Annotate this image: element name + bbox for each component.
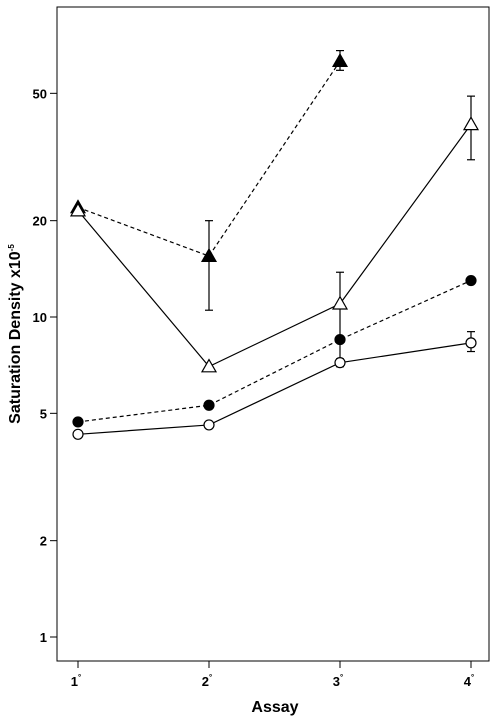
- series-line-filled-triangle: [77, 60, 341, 257]
- x-tick-label-number: 1: [71, 674, 78, 689]
- x-axis: 1° 2° 3° 4°: [71, 661, 474, 689]
- x-tick-label: 2°: [202, 673, 212, 689]
- data-point-open-triangle: [462, 116, 480, 131]
- series-line-open-triangle: [77, 123, 472, 368]
- data-point-open-triangle: [331, 295, 349, 310]
- y-axis-title-text: Saturation Density x10: [7, 251, 24, 424]
- y-tick-label: 5: [40, 406, 47, 421]
- data-point-filled-circle: [334, 333, 346, 346]
- x-tick-label-number: 3: [333, 674, 340, 689]
- data-point-filled-triangle: [331, 53, 349, 68]
- y-tick-label: 1: [40, 630, 47, 645]
- x-tick-label: 1°: [71, 673, 81, 689]
- x-tick-label: 3°: [333, 673, 343, 689]
- data-point-open-circle: [465, 337, 477, 349]
- y-axis-title-exponent: -5: [7, 244, 16, 252]
- y-axis: 1 2 5 10 20 50: [33, 86, 57, 645]
- data-point-open-circle: [203, 419, 215, 431]
- y-axis-title: Saturation Density x10-5: [7, 244, 24, 424]
- x-axis-title: Assay: [251, 699, 298, 716]
- x-tick-label-degree: °: [471, 673, 474, 682]
- data-point-filled-triangle: [200, 247, 218, 262]
- x-tick-label: 4°: [464, 673, 474, 689]
- chart-marks: [69, 49, 480, 440]
- x-tick-label-degree: °: [209, 673, 212, 682]
- x-tick-label-degree: °: [78, 673, 81, 682]
- plot-frame: [56, 6, 490, 662]
- data-point-open-circle: [72, 428, 84, 440]
- y-tick-label: 10: [33, 310, 47, 325]
- data-point-open-circle: [334, 357, 346, 369]
- series-line-open-circle: [77, 342, 472, 435]
- data-point-filled-circle: [203, 399, 215, 411]
- y-tick-label: 50: [33, 86, 47, 101]
- y-tick-label: 20: [33, 214, 47, 229]
- data-point-open-triangle: [69, 202, 87, 217]
- x-tick-label-number: 4: [464, 674, 472, 689]
- data-point-filled-circle: [72, 416, 84, 428]
- data-point-filled-circle: [465, 274, 477, 287]
- y-tick-label: 2: [40, 534, 47, 549]
- series-line-filled-circle: [77, 279, 472, 423]
- x-tick-label-number: 2: [202, 674, 209, 689]
- x-tick-label-degree: °: [340, 673, 343, 682]
- data-point-open-triangle: [200, 358, 218, 373]
